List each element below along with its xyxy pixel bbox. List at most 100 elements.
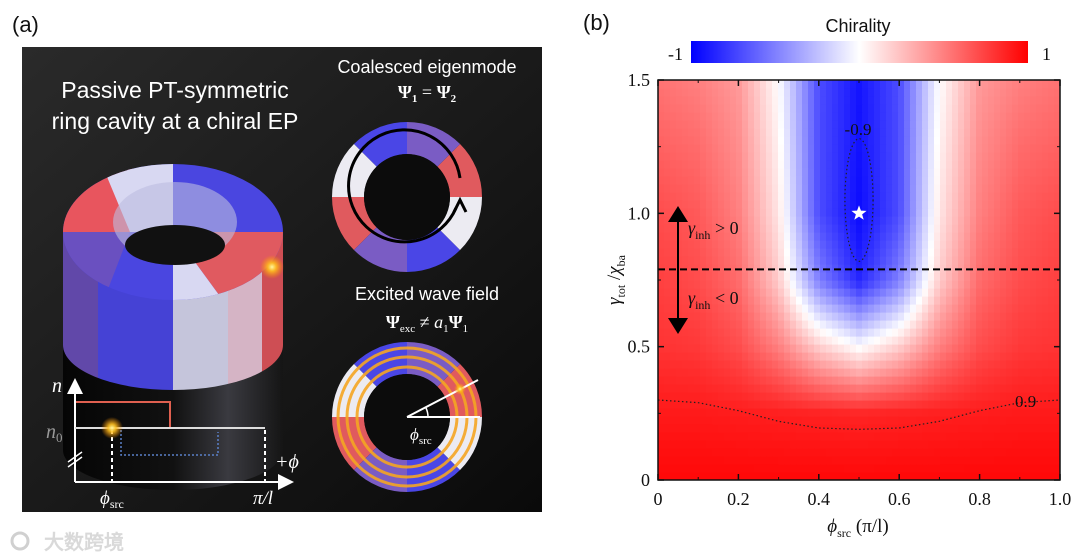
heatmap-cell [940, 392, 947, 401]
heatmap-cell [676, 128, 683, 137]
heatmap-cell [724, 200, 731, 209]
heatmap-cell [802, 464, 809, 473]
heatmap-cell [886, 224, 893, 233]
heatmap-cell [880, 248, 887, 257]
heatmap-cell [688, 248, 695, 257]
heatmap-cell [850, 88, 857, 97]
heatmap-cell [1000, 200, 1007, 209]
heatmap-cell [802, 408, 809, 417]
heatmap-cell [946, 184, 953, 193]
heatmap-cell [706, 368, 713, 377]
heatmap-cell [976, 416, 983, 425]
heatmap-cell [760, 192, 767, 201]
heatmap-cell [964, 448, 971, 457]
heatmap-cell [874, 88, 881, 97]
heatmap-cell [778, 160, 785, 169]
heatmap-cell [706, 408, 713, 417]
heatmap-cell [880, 88, 887, 97]
heatmap-cell [892, 256, 899, 265]
heatmap-cell [838, 240, 845, 249]
heatmap-cell [760, 320, 767, 329]
heatmap-cell [742, 80, 749, 89]
heatmap-cell [910, 152, 917, 161]
heatmap-cell [910, 208, 917, 217]
heatmap-cell [1006, 96, 1013, 105]
heatmap-cell [910, 320, 917, 329]
heatmap-cell [838, 104, 845, 113]
heatmap-cell [928, 264, 935, 273]
heatmap-cell [778, 168, 785, 177]
heatmap-cell [664, 232, 671, 241]
heatmap-cell [724, 392, 731, 401]
heatmap-cell [754, 176, 761, 185]
x-tick-label: 0.4 [808, 489, 831, 509]
heatmap-cell [820, 288, 827, 297]
heatmap-cell [718, 200, 725, 209]
heatmap-cell [916, 272, 923, 281]
heatmap-cell [688, 208, 695, 217]
heatmap-cell [862, 80, 869, 89]
heatmap-cell [790, 104, 797, 113]
heatmap-cell [760, 240, 767, 249]
heatmap-cell [826, 328, 833, 337]
heatmap-cell [760, 352, 767, 361]
heatmap-cell [736, 432, 743, 441]
heatmap-cell [712, 136, 719, 145]
heatmap-cell [1030, 320, 1037, 329]
heatmap-cell [868, 160, 875, 169]
heatmap-cell [844, 312, 851, 321]
heatmap-cell [1036, 216, 1043, 225]
heatmap-cell [868, 136, 875, 145]
heatmap-cell [754, 224, 761, 233]
heatmap-cell [826, 456, 833, 465]
heatmap-cell [892, 280, 899, 289]
heatmap-cell [664, 408, 671, 417]
heatmap-cell [970, 256, 977, 265]
heatmap-cell [1000, 440, 1007, 449]
heatmap-cell [838, 432, 845, 441]
heatmap-cell [784, 392, 791, 401]
heatmap-cell [814, 472, 821, 480]
heatmap-cell [892, 176, 899, 185]
heatmap-cell [802, 296, 809, 305]
heatmap-cell [1012, 376, 1019, 385]
heatmap-cell [1024, 280, 1031, 289]
heatmap-cell [940, 320, 947, 329]
heatmap-cell [730, 416, 737, 425]
heatmap-cell [820, 88, 827, 97]
heatmap-cell [682, 208, 689, 217]
heatmap-cell [952, 216, 959, 225]
heatmap-cell [1012, 208, 1019, 217]
heatmap-cell [790, 408, 797, 417]
heatmap-cell [952, 128, 959, 137]
heatmap-cell [772, 192, 779, 201]
heatmap-cell [784, 96, 791, 105]
heatmap-cell [730, 120, 737, 129]
heatmap-cell [748, 360, 755, 369]
x-tick-label: 0.8 [968, 489, 991, 509]
heatmap-cell [910, 392, 917, 401]
heatmap-cell [682, 224, 689, 233]
heatmap-cell [718, 216, 725, 225]
heatmap-cell [940, 200, 947, 209]
heatmap-cell [724, 224, 731, 233]
heatmap-cell [946, 112, 953, 121]
heatmap-cell [886, 328, 893, 337]
heatmap-cell [856, 128, 863, 137]
heatmap-cell [922, 288, 929, 297]
heatmap-cell [808, 456, 815, 465]
heatmap-cell [886, 376, 893, 385]
heatmap-cell [790, 472, 797, 480]
heatmap-cell [1018, 392, 1025, 401]
heatmap-cell [682, 456, 689, 465]
heatmap-cell [718, 168, 725, 177]
heatmap-cell [754, 360, 761, 369]
heatmap-cell [898, 120, 905, 129]
heatmap-cell [886, 448, 893, 457]
heatmap-cell [856, 256, 863, 265]
heatmap-cell [886, 200, 893, 209]
heatmap-cell [868, 376, 875, 385]
heatmap-cell [946, 384, 953, 393]
heatmap-cell [712, 464, 719, 473]
heatmap-cell [1000, 472, 1007, 480]
